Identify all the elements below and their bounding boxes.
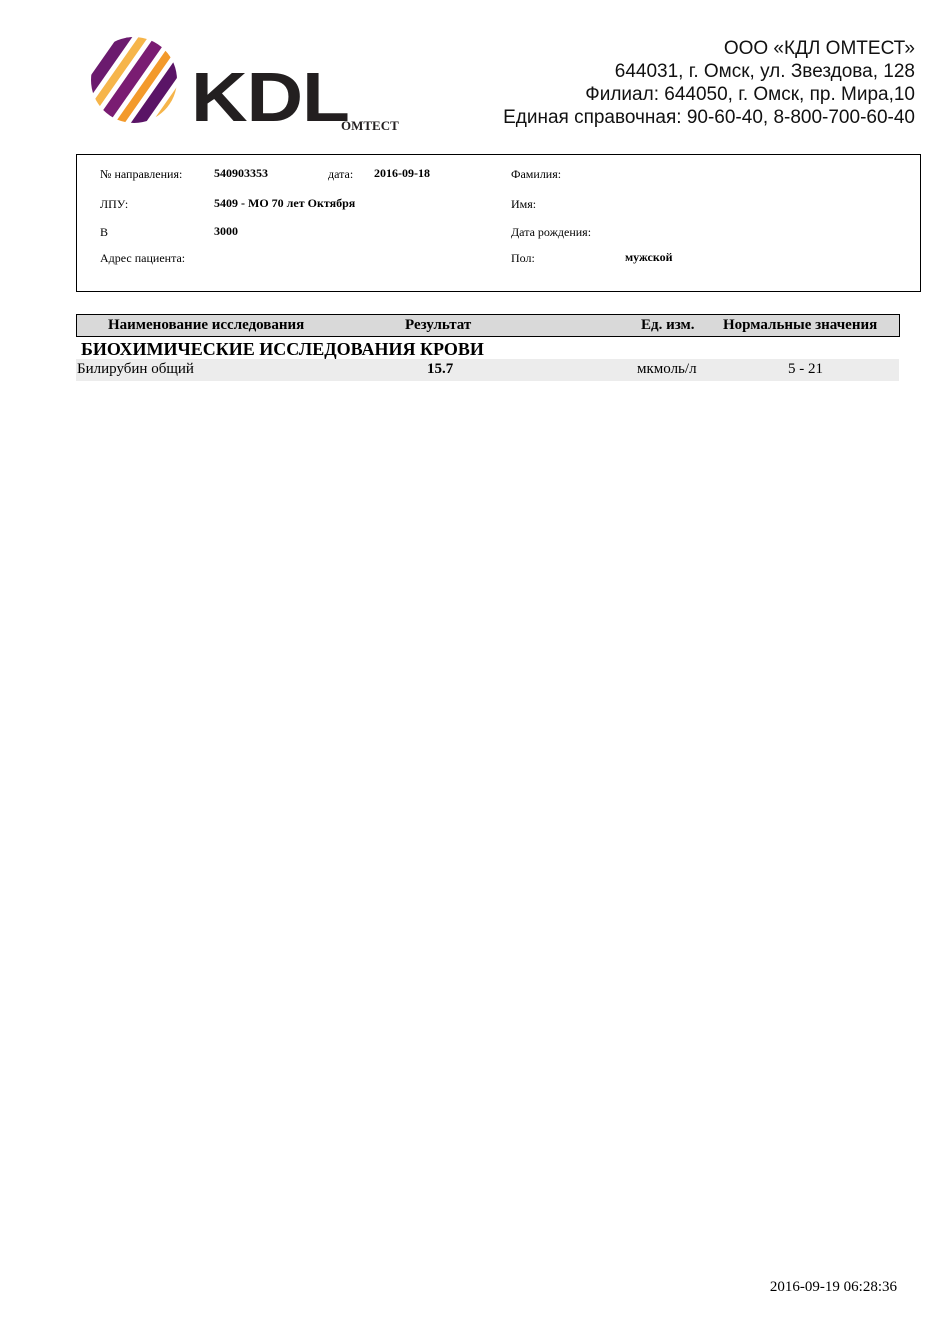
birth-label: Дата рождения: xyxy=(511,225,592,239)
sex-value: мужской xyxy=(625,250,673,264)
sex-label: Пол: xyxy=(511,251,535,265)
test-unit: мкмоль/л xyxy=(637,361,697,377)
results-table-header: Наименование исследования Результат Ед. … xyxy=(76,314,900,337)
header-unit: Ед. изм. xyxy=(641,317,695,333)
table-row: Билирубин общий 15.7 мкмоль/л 5 - 21 xyxy=(76,359,899,381)
org-branch: Филиал: 644050, г. Омск, пр. Мира,10 xyxy=(585,84,915,105)
b-value: 3000 xyxy=(214,224,238,238)
patient-info-box: № направления: 540903353 дата: 2016-09-1… xyxy=(76,154,921,292)
section-title: БИОХИМИЧЕСКИЕ ИССЛЕДОВАНИЯ КРОВИ xyxy=(81,339,484,359)
header-norm: Нормальные значения xyxy=(723,317,878,333)
org-name: ООО «КДЛ ОМТЕСТ» xyxy=(723,38,915,59)
header-name: Наименование исследования xyxy=(108,317,305,333)
date-value: 2016-09-18 xyxy=(374,166,430,180)
lpu-value: 5409 - МО 70 лет Октября xyxy=(214,196,356,210)
print-timestamp: 2016-09-19 06:28:36 xyxy=(769,1279,897,1295)
referral-label: № направления: xyxy=(100,167,183,181)
org-phone: Единая справочная: 90-60-40, 8-800-700-6… xyxy=(503,107,915,128)
test-result: 15.7 xyxy=(427,361,454,377)
address-label: Адрес пациента: xyxy=(100,251,186,265)
date-label: дата: xyxy=(328,167,354,181)
surname-label: Фамилия: xyxy=(511,167,562,181)
referral-value: 540903353 xyxy=(214,166,268,180)
b-label: В xyxy=(100,225,109,239)
header-result: Результат xyxy=(405,317,472,333)
logo-sphere-icon xyxy=(91,37,177,123)
logo-brand: KDL xyxy=(191,58,350,136)
name-label: Имя: xyxy=(511,197,537,211)
org-header: ООО «КДЛ ОМТЕСТ» 644031, г. Омск, ул. Зв… xyxy=(503,37,915,129)
kdl-logo: KDL ОМТЕСТ xyxy=(88,34,399,138)
logo-sub: ОМТЕСТ xyxy=(341,118,399,133)
test-name: Билирубин общий xyxy=(77,361,194,377)
test-norm: 5 - 21 xyxy=(788,361,823,377)
lpu-label: ЛПУ: xyxy=(100,197,129,211)
org-address: 644031, г. Омск, ул. Звездова, 128 xyxy=(614,61,915,82)
